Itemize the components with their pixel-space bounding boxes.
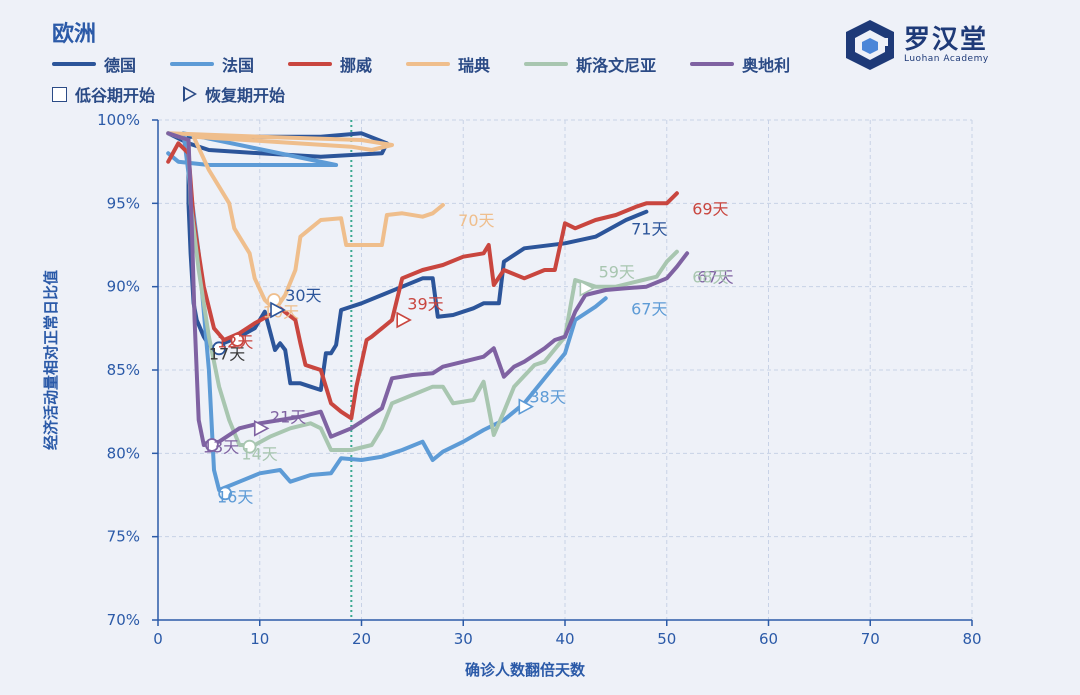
series-end-label: 59天 [599,263,635,282]
legend-label: 斯洛文尼亚 [576,56,657,75]
legend-item-3: 瑞典 [406,52,490,76]
x-tick-label: 10 [250,630,269,648]
legend-label: 挪威 [340,56,373,75]
chart-title: 欧洲 [52,22,97,47]
x-tick-label: 40 [555,630,574,648]
trough-marker [230,333,245,347]
annotation-label: 17天 [209,344,245,363]
brand-logo: 罗汉堂 Luohan Academy [842,18,989,72]
y-tick-label: 85% [107,361,140,379]
legend-item-4: 斯洛文尼亚 [524,52,656,76]
annotation-label: 68天 [692,268,728,287]
legend-item-2: 挪威 [288,52,372,76]
series-line-德国 [166,131,649,392]
recovery-marker [396,311,412,329]
annotation-label: 14天 [241,444,277,463]
legend-swatch [170,62,215,66]
x-tick-label: 50 [657,630,676,648]
y-tick-label: 80% [107,444,140,462]
legend-item-0: 德国 [52,52,136,76]
x-tick-label: 60 [759,630,778,648]
series-line-斯洛文尼亚 [166,131,679,452]
legend-label: 法国 [222,56,255,75]
legend-trough-start: 低谷期开始 [52,82,155,106]
x-tick-label: 70 [861,630,880,648]
y-tick-label: 70% [107,611,140,629]
legend-swatch [406,62,451,66]
annotation-label: 13天 [203,438,239,457]
series-end-label: 67天 [631,299,667,318]
legend-item-5: 奥地利 [690,52,790,76]
x-tick-label: 80 [962,630,981,648]
series-line-挪威 [166,141,679,421]
y-tick-label: 95% [107,194,140,212]
y-axis-label: 经济活动量相对正常日比值 [42,270,60,450]
y-tick-label: 90% [107,278,140,296]
series-end-label: 69天 [692,199,728,218]
series-end-label: 70天 [458,211,494,230]
y-tick-label: 75% [107,528,140,546]
recovery-marker [270,301,286,319]
recovery-marker [579,279,596,297]
legend-swatch [52,62,96,66]
legend-label: 瑞典 [458,56,491,75]
legend-swatch [524,62,569,66]
cube-logo-icon [846,20,894,70]
annotation-label: 12天 [217,333,253,352]
legend-trough-start-label: 低谷期开始 [75,86,156,105]
annotation-label: 39天 [407,294,443,313]
x-tick-label: 30 [454,630,473,648]
trough-marker [212,341,226,356]
legend-recovery-start-label: 恢复期开始 [205,86,286,105]
triangle-marker-icon [183,86,198,102]
trough-marker [218,486,233,501]
legend-label: 德国 [104,56,137,75]
legend-recovery-start: 恢复期开始 [183,82,285,106]
series-line-奥地利 [166,131,690,447]
legend: 德国 法国 挪威 瑞典 斯洛文尼亚 奥地利 [52,52,824,76]
series-end-label: 71天 [631,219,667,238]
recovery-marker [253,419,270,437]
annotation-label: 30天 [285,286,321,305]
annotation-label: 21天 [270,408,306,427]
y-tick-label: 100% [97,111,140,129]
trough-marker [205,438,219,452]
marker-legend: 低谷期开始 恢复期开始 [52,82,313,106]
brand-name-en: Luohan Academy [904,54,989,64]
recovery-marker [518,398,534,416]
legend-label: 奥地利 [742,56,791,75]
legend-swatch [288,62,333,66]
annotation-label: 16天 [217,488,253,507]
brand-name-cn: 罗汉堂 [904,25,989,55]
x-tick-label: 0 [153,630,163,648]
square-marker-icon [52,86,67,102]
trough-marker [242,439,257,454]
annotation-label: 38天 [529,388,565,407]
legend-item-1: 法国 [170,52,254,76]
x-axis-label: 确诊人数翻倍天数 [465,661,586,679]
legend-swatch [690,62,735,66]
x-tick-label: 20 [352,630,371,648]
series-end-label: 67天 [697,268,733,287]
